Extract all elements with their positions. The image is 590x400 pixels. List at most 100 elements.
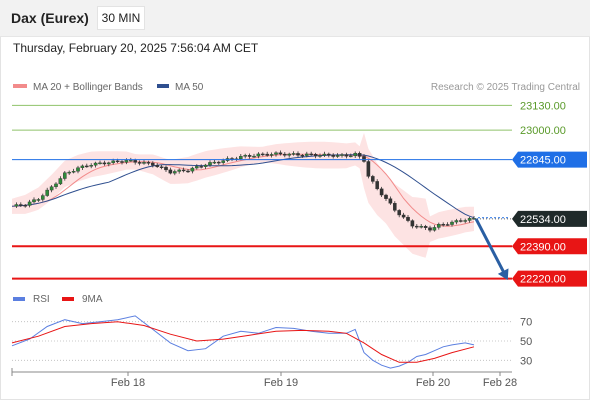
legend-rsi: RSI <box>33 294 50 305</box>
candle-body <box>313 153 318 157</box>
candle-body <box>243 155 248 157</box>
level-tag-s1 <box>512 238 587 255</box>
candle-body <box>172 171 177 174</box>
forecast-arrow-head <box>497 268 509 280</box>
candle-body <box>199 166 204 168</box>
candle-body <box>349 155 353 158</box>
candle-body <box>441 223 446 226</box>
candle-body <box>137 162 142 164</box>
time-tick-label: Feb 28 <box>483 377 517 389</box>
candle-body <box>291 153 296 155</box>
candle-body <box>54 183 58 187</box>
candle-body <box>67 171 71 174</box>
candle-body <box>155 165 160 167</box>
candle-body <box>331 154 336 157</box>
main-plot: 23130.00 23000.00 22845.00 22534.00 22390.00… <box>11 100 587 287</box>
candle-body <box>454 220 459 223</box>
candle-body <box>120 161 124 163</box>
candle-body <box>397 210 402 216</box>
candle-body <box>278 152 283 155</box>
level-label-r1: 23000.00 <box>520 125 566 137</box>
candle-body <box>300 154 305 157</box>
candle-body <box>164 166 168 171</box>
candle-body <box>208 162 212 166</box>
level-label-last: 22534.00 <box>520 214 566 226</box>
candle-body <box>437 223 441 228</box>
legend-swatch-ma50 <box>157 84 169 88</box>
candle-body <box>463 220 468 222</box>
candle-body <box>344 154 349 157</box>
candle-body <box>36 199 41 201</box>
candle-body <box>98 162 102 165</box>
candle-body <box>401 214 406 218</box>
candle-body <box>335 155 340 157</box>
candle-body <box>212 161 217 164</box>
candle-body <box>32 199 36 203</box>
candle-body <box>23 205 28 207</box>
candle-body <box>406 216 410 221</box>
candle-body <box>305 153 309 156</box>
level-tag-last <box>512 210 587 227</box>
candle-body <box>150 162 155 166</box>
instrument-title: Dax (Eurex) <box>11 10 89 26</box>
rsi-plot: 70 50 30 <box>11 315 532 369</box>
candle-body <box>181 169 186 172</box>
candle-body <box>102 162 107 165</box>
legend-swatch-rsi <box>13 297 25 301</box>
candle-body <box>146 162 151 164</box>
legend-bollinger: MA 20 + Bollinger Bands <box>33 82 143 93</box>
candle-body <box>393 203 397 211</box>
legend-ma50: MA 50 <box>175 82 204 93</box>
forecast-arrow-shaft <box>474 218 507 276</box>
candle-body <box>128 159 133 162</box>
time-tick-label: Feb 19 <box>264 377 298 389</box>
level-label-s1: 22390.00 <box>520 241 566 253</box>
candle-body <box>265 153 270 156</box>
candle-body <box>247 155 252 157</box>
timestamp: Thursday, February 20, 2025 7:56:04 AM C… <box>13 41 259 55</box>
credit-text: Research © 2025 Trading Central <box>431 82 580 93</box>
candle-body <box>221 160 226 163</box>
candle-body <box>186 170 190 173</box>
candle-body <box>432 227 437 231</box>
candle-body <box>45 189 49 196</box>
candle-body <box>283 153 287 156</box>
candle-body <box>238 156 243 160</box>
ma50-line <box>11 154 475 219</box>
candle-body <box>115 160 120 163</box>
candle-body <box>41 195 45 200</box>
candle-body <box>194 166 199 169</box>
candle-body <box>168 169 173 174</box>
candle-body <box>362 156 366 162</box>
candle-body <box>106 162 111 165</box>
rsi-tick-label: 50 <box>520 336 532 348</box>
candle-body <box>379 188 384 196</box>
rsi-line <box>11 315 475 369</box>
candle-body <box>93 162 98 166</box>
level-tag-pivot <box>512 151 587 168</box>
candle-body <box>366 161 371 177</box>
candle-body <box>357 153 362 157</box>
candle-body <box>177 169 182 172</box>
candle-body <box>63 172 67 179</box>
candle-body <box>296 153 300 156</box>
candle-body <box>71 171 76 173</box>
candle-body <box>322 153 327 156</box>
candle-body <box>216 161 221 164</box>
candle-body <box>111 160 115 164</box>
candle-body <box>371 176 375 182</box>
level-tag-s2 <box>512 270 587 287</box>
candle-body <box>318 155 322 157</box>
time-axis: Feb 18 Feb 19 Feb 20 Feb 28 <box>11 368 517 389</box>
bollinger-band <box>12 132 474 258</box>
interval-selector[interactable]: 30 MIN <box>97 6 145 30</box>
candle-body <box>445 224 450 226</box>
candle-body <box>89 165 93 167</box>
ma20-line <box>11 153 475 227</box>
rsi-tick-label: 70 <box>520 317 532 329</box>
candle-body <box>450 221 454 225</box>
candle-body <box>287 153 292 156</box>
candle-body <box>274 152 278 155</box>
candle-body <box>190 167 195 172</box>
